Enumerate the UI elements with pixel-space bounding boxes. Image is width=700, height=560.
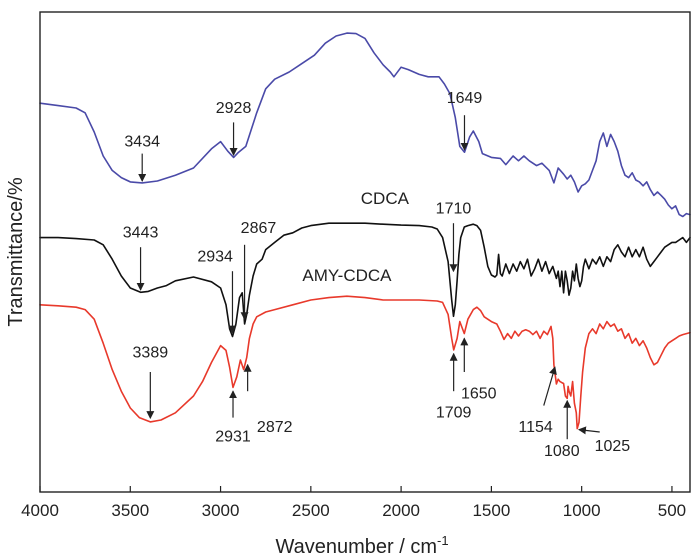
x-tick-label-1000: 1000	[563, 501, 601, 520]
x-tick-label-2500: 2500	[292, 501, 330, 520]
series-line-cdca	[39, 222, 691, 338]
y-axis-title: Transmittance/%	[5, 177, 27, 327]
x-tick-label-2000: 2000	[382, 501, 420, 520]
peak-label-1650: 1650	[461, 385, 497, 402]
peak-label-1154: 1154	[518, 419, 553, 436]
peak-label-2934: 2934	[197, 249, 233, 266]
peak-arrow-1154	[543, 366, 557, 406]
annotation-layer: AmyloseCDCAAMY-CDCA343429281649344329342…	[123, 90, 631, 460]
x-tick-label-3500: 3500	[111, 501, 149, 520]
peak-label-2872: 2872	[257, 419, 293, 436]
x-tick-label-4000: 4000	[21, 501, 59, 520]
peak-label-2867: 2867	[241, 220, 277, 237]
x-axis-title-superscript: -1	[437, 533, 449, 548]
peak-label-1709: 1709	[436, 405, 472, 422]
x-axis-title: Wavenumber / cm-1	[275, 533, 448, 558]
x-tick-label-3000: 3000	[202, 501, 240, 520]
peak-label-1025: 1025	[595, 438, 631, 455]
peak-label-1649: 1649	[447, 90, 483, 107]
x-tick-label-500: 500	[658, 501, 686, 520]
series-layer	[39, 32, 691, 430]
peak-label-2928: 2928	[216, 100, 252, 117]
series-label-cdca: CDCA	[361, 189, 410, 208]
x-axis: 4000 3500 3000 2500 2000 1500 1000 500	[21, 486, 686, 520]
x-tick-label-1500: 1500	[472, 501, 510, 520]
peak-label-3443: 3443	[123, 225, 159, 242]
series-line-amy-cdca	[39, 295, 691, 430]
peak-label-3434: 3434	[124, 133, 160, 150]
plot-frame	[39, 11, 691, 493]
series-label-amy-cdca: AMY-CDCA	[302, 266, 392, 285]
peak-label-1080: 1080	[544, 443, 580, 460]
peak-label-1710: 1710	[436, 201, 472, 218]
peak-label-2931: 2931	[215, 429, 251, 446]
peak-arrow-1025	[577, 426, 600, 435]
series-line-amylose	[39, 32, 691, 218]
peak-label-3389: 3389	[133, 345, 169, 362]
